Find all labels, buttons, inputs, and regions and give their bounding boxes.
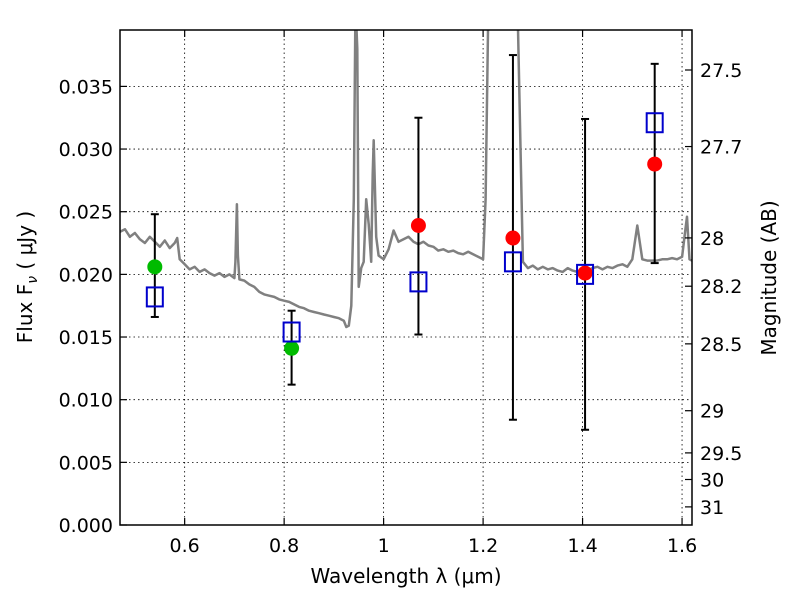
y-tick-label: 0.010 <box>59 390 113 412</box>
data-point-circle <box>505 230 521 246</box>
y-tick-label: 0.000 <box>59 515 113 537</box>
y-axis-label-main: Flux F <box>13 284 37 343</box>
y-tick-label: 0.030 <box>59 139 113 161</box>
x-tick-label: 1 <box>378 535 390 557</box>
grid <box>120 30 692 526</box>
data-point-circle <box>284 340 300 356</box>
axes-frame <box>119 29 693 526</box>
data-point-circle <box>647 156 663 172</box>
y-axis-label: Flux Fν ( μJy ) <box>13 211 41 343</box>
y-tick-label: 0.015 <box>59 327 113 349</box>
plot-frame <box>119 29 693 526</box>
y-tick-label: 0.020 <box>59 264 113 286</box>
magnitude-tick-label: 27.7 <box>700 137 742 159</box>
data-point-square <box>576 263 595 285</box>
x-tick-label: 0.8 <box>269 535 299 557</box>
secondary-y-axis-label: Magnitude (AB) <box>757 200 781 355</box>
data-point-circle <box>410 217 426 233</box>
data-point-square <box>145 286 164 308</box>
magnitude-tick-label: 31 <box>700 497 724 519</box>
data-point-square <box>409 271 428 293</box>
data-point-square <box>645 112 664 134</box>
magnitude-tick-label: 28 <box>700 228 724 250</box>
y-tick-label: 0.025 <box>59 202 113 224</box>
magnitude-tick-label: 29 <box>700 401 724 423</box>
x-tick-label: 1.2 <box>468 535 498 557</box>
magnitude-tick-label: 27.5 <box>700 60 742 82</box>
x-tick-label: 1.4 <box>567 535 597 557</box>
y-axis-label-unit: ( μJy ) <box>13 211 37 276</box>
plot-area <box>120 30 692 431</box>
data-point-circle <box>577 265 593 281</box>
y-tick-label: 0.005 <box>59 452 113 474</box>
x-axis-label: Wavelength λ (μm) <box>310 564 501 588</box>
data-point-square <box>282 321 301 343</box>
y-tick-label: 0.035 <box>59 76 113 98</box>
data-point-circle <box>147 259 163 275</box>
magnitude-tick-label: 28.2 <box>700 276 742 298</box>
axis-ticks: 0.6 0.8 1 1.2 1.4 1.6 0.000 0.005 0.010 0.015 0.02… <box>59 30 742 557</box>
magnitude-tick-label: 29.5 <box>700 443 742 465</box>
y-axis-label-subscript: ν <box>25 276 41 284</box>
x-tick-label: 1.6 <box>667 535 697 557</box>
model-spectrum-line <box>120 30 692 329</box>
x-tick-label: 0.6 <box>170 535 200 557</box>
magnitude-tick-label: 28.5 <box>700 334 742 356</box>
magnitude-tick-label: 30 <box>700 470 724 492</box>
data-point-square <box>503 251 522 273</box>
